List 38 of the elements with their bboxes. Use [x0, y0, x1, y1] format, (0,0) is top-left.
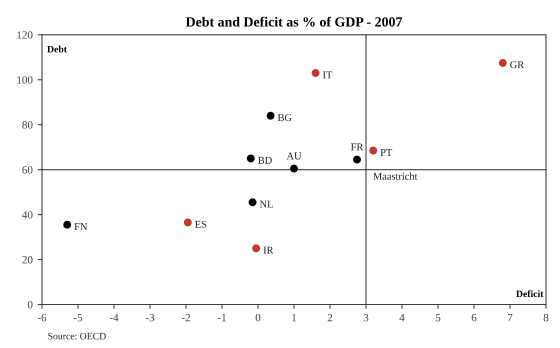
y-tick-label: 80 — [22, 121, 33, 129]
x-axis-title: Deficit — [516, 290, 544, 298]
chart-title: Debt and Deficit as % of GDP - 2007 — [186, 16, 402, 27]
annotation: NL — [260, 200, 273, 208]
y-tick-label: 20 — [22, 256, 33, 264]
x-tick-label: 4 — [399, 314, 405, 322]
y-tick-label: 120 — [17, 31, 33, 39]
y-tick-label: 60 — [22, 166, 33, 174]
annotation: Maastricht — [373, 172, 418, 180]
annotation: FN — [74, 223, 88, 230]
x-tick-label: -5 — [74, 314, 82, 322]
x-tick-label: -4 — [110, 314, 118, 322]
annotation: PT — [380, 149, 392, 156]
x-tick-label: -2 — [182, 314, 190, 322]
annotation: BD — [258, 156, 272, 164]
y-tick-label: 40 — [22, 211, 33, 219]
annotation: ES — [195, 220, 206, 228]
x-tick-label: 8 — [544, 314, 548, 322]
annotation: IR — [264, 246, 274, 254]
x-tick-label: 6 — [472, 314, 476, 322]
y-tick-label: 0 — [28, 300, 33, 308]
x-tick-label: 5 — [436, 314, 440, 322]
annotation: AU — [286, 152, 302, 160]
y-tick-label: 100 — [17, 76, 33, 84]
source-note: Source: OECD — [48, 332, 106, 340]
x-tick-label: 3 — [364, 314, 368, 322]
annotation: GR — [510, 61, 524, 68]
x-tick-label: -6 — [38, 314, 46, 322]
annotation: BG — [278, 114, 292, 122]
x-tick-label: 1 — [292, 314, 296, 322]
x-tick-label: 7 — [508, 314, 512, 322]
x-tick-label: 0 — [256, 314, 260, 322]
y-axis-title: Debt — [47, 46, 67, 52]
annotation: FR — [350, 144, 364, 150]
x-tick-label: 2 — [328, 314, 332, 322]
annotation: IT — [322, 71, 332, 78]
x-tick-label: -1 — [218, 314, 226, 322]
x-tick-label: -3 — [146, 314, 154, 322]
